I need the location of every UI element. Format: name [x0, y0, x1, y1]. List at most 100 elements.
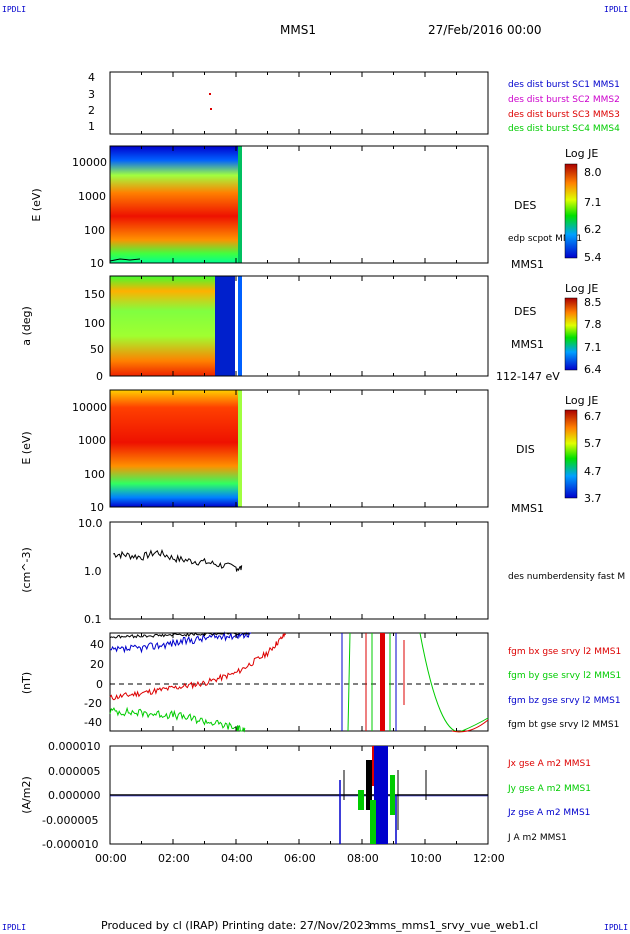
current-spike: [366, 760, 372, 810]
panel-des-energy-ylabel: E (eV): [30, 188, 43, 221]
x-axis: 00:00 02:00 04:00 06:00 08:00 10:00 12:0…: [95, 852, 505, 865]
footer-printing: Printing date: 27/Nov/2023: [222, 919, 371, 932]
panel-current: (A/m2) -0.000010 -0.000005 0.000000 0.00…: [20, 740, 591, 851]
panel-density-ytick: 1.0: [84, 565, 102, 578]
fgm-bt-line: [109, 632, 250, 639]
panel-density-frame: [109, 521, 489, 620]
heatmap-dis-energy: [110, 390, 238, 507]
colorbar-tick: 5.7: [584, 437, 602, 450]
colorbar-tick: 6.2: [584, 223, 602, 236]
corner-label-tr: IPDLI: [604, 5, 628, 14]
panel-burst-ytick: 3: [88, 88, 95, 101]
panel-des-energy-sc: MMS1: [511, 258, 544, 271]
fgm-bz-line: [109, 631, 252, 654]
panel-dis-energy-ytick: 10: [90, 501, 104, 514]
panel-fgm-ytick: 40: [90, 638, 104, 651]
fgm-spike: [347, 632, 351, 732]
heatmap-dis-energy-edge: [238, 390, 242, 507]
colorbar-tick: 8.0: [584, 166, 602, 179]
panel-burst-ytick: 1: [88, 120, 95, 133]
colorbar-tick: 6.7: [584, 410, 602, 423]
panel-des-pitch-sc: MMS1: [511, 338, 544, 351]
colorbar-title: Log JE: [565, 147, 598, 160]
footer-file: mms_mms1_srvy_vue_web1.cl: [369, 919, 538, 932]
heatmap-des-pitch-tail: [215, 276, 235, 376]
panel-current-ytick: 0.000000: [48, 789, 101, 802]
panel-current-ytick: 0.000005: [48, 765, 101, 778]
colorbar-tick: 6.4: [584, 363, 602, 376]
x-tick-label: 00:00: [95, 852, 127, 865]
panel-current-legend: Jx gse A m2 MMS1: [507, 759, 591, 769]
page-title: MMS1: [280, 23, 316, 37]
panel-fgm-legend: fgm bz gse srvy l2 MMS1: [508, 696, 621, 706]
fgm-by-line: [109, 706, 246, 733]
panel-dis-energy-ytick: 1000: [78, 434, 106, 447]
panel-fgm-legend: fgm by gse srvy l2 MMS1: [508, 671, 621, 681]
panel-burst-legend: des dist burst SC2 MMS2: [508, 95, 620, 105]
colorbar: [564, 409, 578, 499]
panel-des-energy: E (eV) 10 100 1000 10000 DES edp scpot M…: [30, 145, 602, 271]
panel-density: (cm^-3) 0.1 1.0 10.0 des numberdensity f…: [20, 517, 625, 626]
panel-burst-ytick: 2: [88, 104, 95, 117]
fgm-by-late: [419, 632, 489, 733]
panel-des-pitch-ylabel: a (deg): [20, 306, 33, 346]
panel-fgm-ytick: -40: [84, 716, 102, 729]
scpot-line: [109, 258, 141, 262]
x-tick-label: 06:00: [284, 852, 316, 865]
panel-burst-legend: des dist burst SC3 MMS3: [508, 110, 620, 120]
panel-des-energy-ytick: 10: [90, 257, 104, 270]
panel-dis-energy-ytick: 10000: [72, 401, 107, 414]
panel-burst: 1 2 3 4 des dist burst SC1 MMS1 des dist…: [88, 71, 620, 135]
burst-point: [210, 108, 212, 110]
panel-burst-frame: [109, 71, 489, 135]
panel-fgm: (nT) -40 -20 0 20 40 fgm bx gse srvy l2 …: [20, 631, 621, 733]
panel-current-ytick: 0.000010: [48, 740, 101, 753]
corner-label-br: IPDLI: [604, 923, 628, 932]
colorbar-tick: 4.7: [584, 465, 602, 478]
footer-produced: Produced by cl (IRAP): [101, 919, 218, 932]
colorbar-tick: 7.1: [584, 341, 602, 354]
panel-des-pitch-ytick: 100: [84, 317, 105, 330]
heatmap-des-energy: [110, 146, 238, 263]
panel-des-energy-ytick: 100: [84, 224, 105, 237]
panel-des-energy-ytick: 1000: [78, 190, 106, 203]
fgm-bx-line: [109, 632, 286, 701]
x-tick-label: 08:00: [347, 852, 379, 865]
colorbar: [564, 297, 578, 371]
x-tick-label: 12:00: [473, 852, 505, 865]
panel-current-legend: Jz gse A m2 MMS1: [507, 808, 590, 818]
panel-fgm-legend: fgm bt gse srvy l2 MMS1: [508, 720, 619, 730]
panel-current-ytick: -0.000005: [42, 814, 98, 827]
current-spike: [358, 790, 364, 810]
panel-dis-energy-sc: MMS1: [511, 502, 544, 515]
heatmap-des-pitch: [110, 276, 215, 376]
heatmap-des-energy-edge: [238, 146, 242, 263]
colorbar-tick: 3.7: [584, 492, 602, 505]
colorbar-title: Log JE: [565, 394, 598, 407]
heatmap-des-pitch-edge: [238, 276, 242, 376]
colorbar-tick: 7.8: [584, 318, 602, 331]
panel-des-pitch-label: DES: [514, 305, 536, 318]
panel-fgm-ytick: 20: [90, 658, 104, 671]
panel-des-energy-ytick: 10000: [72, 156, 107, 169]
colorbar-title: Log JE: [565, 282, 598, 295]
panel-dis-energy-label: DIS: [516, 443, 535, 456]
panel-burst-ytick: 4: [88, 71, 95, 84]
panel-dis-energy-ytick: 100: [84, 468, 105, 481]
panel-des-pitch-energy: 112-147 eV: [496, 370, 560, 383]
panel-fgm-legend: fgm bx gse srvy l2 MMS1: [508, 647, 621, 657]
current-spike: [370, 800, 376, 844]
x-tick-label: 10:00: [410, 852, 442, 865]
current-spike: [390, 775, 395, 815]
panel-density-ylabel: (cm^-3): [20, 547, 33, 593]
panel-des-energy-sublabel: edp scpot MMS1: [508, 234, 582, 244]
panel-density-ytick: 0.1: [84, 613, 102, 626]
fgm-spike: [380, 633, 385, 731]
current-spike: [374, 746, 388, 844]
colorbar-tick: 5.4: [584, 251, 602, 264]
corner-label-bl: IPDLI: [2, 923, 26, 932]
panel-burst-legend: des dist burst SC4 MMS4: [508, 124, 620, 134]
panel-dis-energy-ylabel: E (eV): [20, 431, 33, 464]
colorbar: [564, 163, 578, 259]
